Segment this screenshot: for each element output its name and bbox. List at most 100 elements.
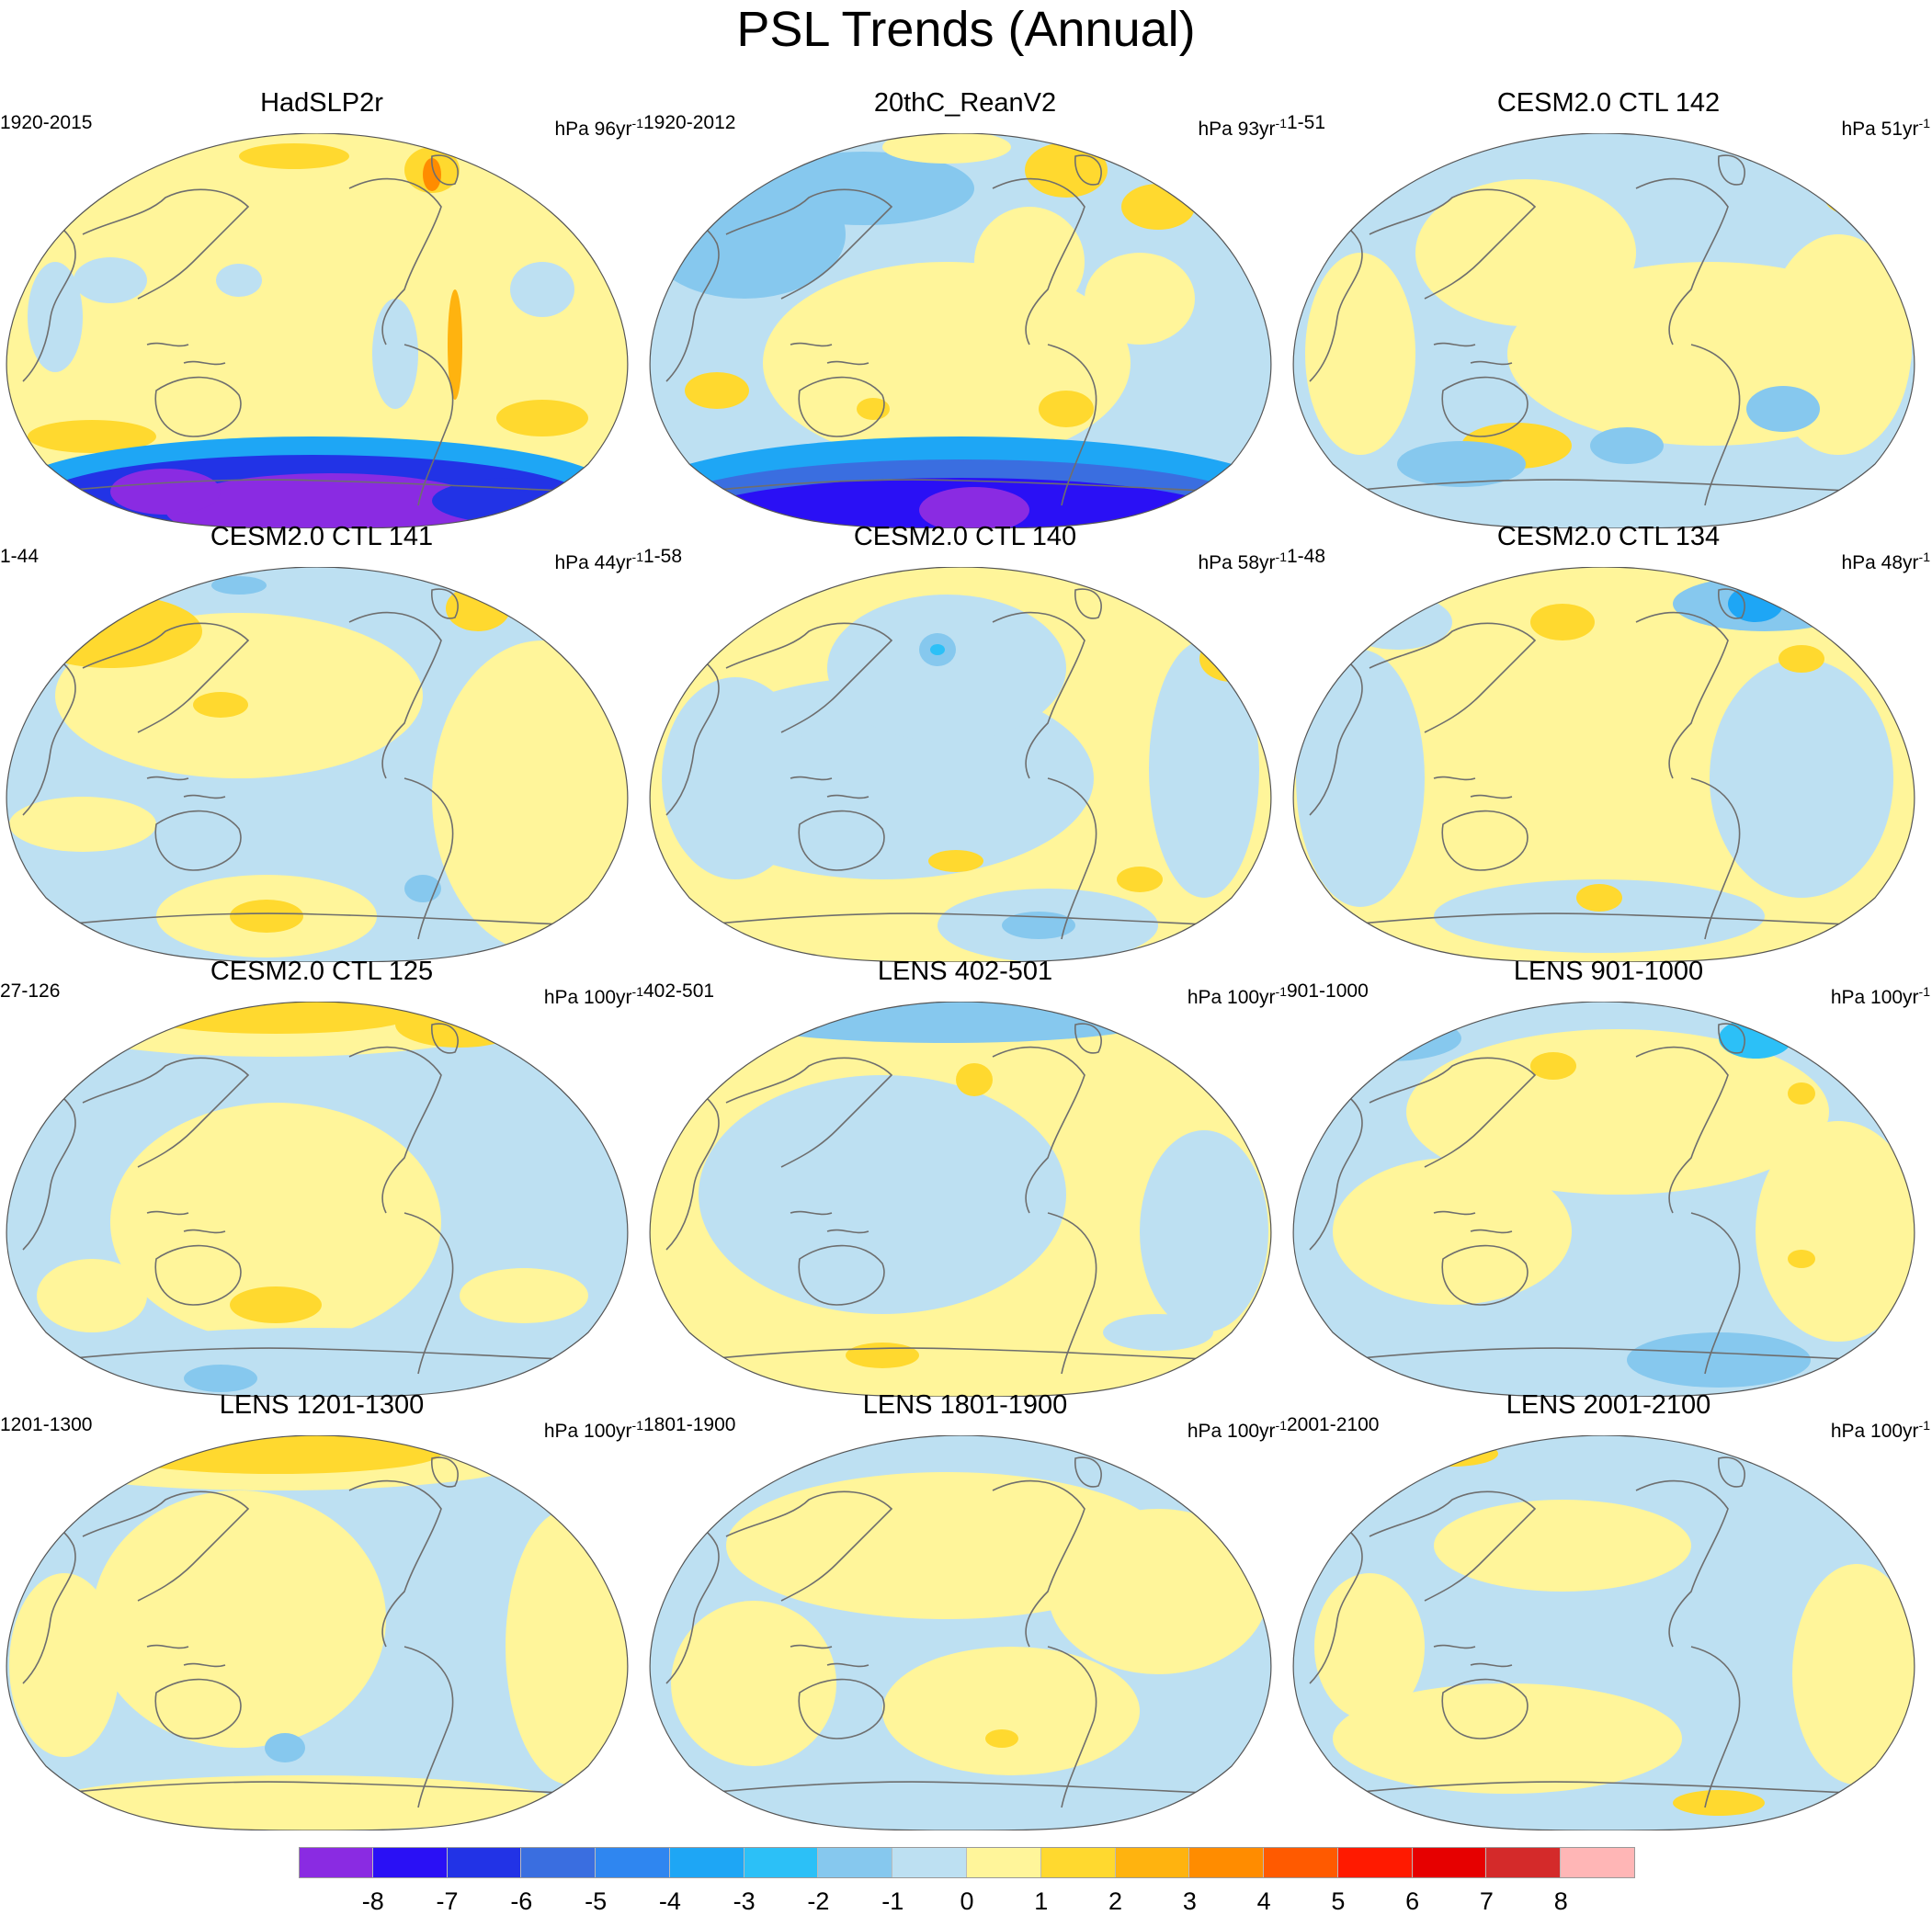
colorbar-swatch — [447, 1847, 522, 1878]
trend-field-region — [1296, 650, 1425, 907]
trend-field-region — [1673, 1790, 1765, 1816]
panel-units-text: hPa 100yr — [1187, 987, 1276, 1008]
trend-field-region — [9, 1573, 119, 1757]
coastline-path — [431, 1023, 459, 1054]
panel-units-text: hPa 100yr — [1830, 1421, 1919, 1442]
panel-title: LENS 2001-2100 — [1506, 1390, 1711, 1420]
panel-units: hPa 51yr-1 — [1841, 111, 1930, 142]
coastline-path — [348, 177, 442, 346]
trend-field-region — [37, 1259, 147, 1332]
panel-units-exponent: -1 — [1918, 116, 1930, 130]
coastline-path — [146, 1210, 226, 1234]
trend-field-region — [956, 1063, 993, 1096]
colorbar-swatch — [1412, 1847, 1487, 1878]
panel-units-exponent: -1 — [1275, 550, 1287, 564]
trend-field-region — [1792, 1564, 1915, 1785]
colorbar-tick-label: -8 — [361, 1887, 384, 1915]
coastline-path — [1047, 777, 1097, 940]
trend-field-region — [1415, 179, 1636, 326]
world-map — [1292, 567, 1915, 962]
panel-title: CESM2.0 CTL 140 — [853, 522, 1077, 551]
coastline-path — [1369, 622, 1537, 733]
coastline-path — [1369, 1490, 1537, 1602]
trend-field-region — [184, 1365, 257, 1392]
trend-field-region — [882, 133, 1011, 164]
coastline-path — [1074, 154, 1102, 186]
world-map — [649, 567, 1272, 962]
colorbar-swatch — [1040, 1847, 1116, 1878]
trend-field-region — [510, 262, 574, 317]
panel-units-text: hPa 100yr — [1830, 987, 1919, 1008]
panel-title: LENS 1201-1300 — [219, 1390, 425, 1420]
trend-field-region — [662, 677, 809, 879]
coastlines — [22, 1023, 580, 1375]
panel-title: CESM2.0 CTL 125 — [210, 957, 434, 986]
coastline-path — [431, 1456, 459, 1488]
panel-period: 27-126 — [0, 980, 61, 1002]
panel-units: hPa 58yr-1 — [1198, 545, 1287, 575]
world-map — [1292, 1002, 1915, 1397]
panel-units: hPa 100yr-1 — [1831, 980, 1930, 1010]
world-map — [1292, 1435, 1915, 1830]
colorbar-tick-label: -1 — [881, 1887, 904, 1915]
panel-units-text: hPa 100yr — [543, 1421, 632, 1442]
trend-field-region — [395, 1002, 524, 1048]
trend-field-region — [930, 644, 945, 655]
trend-field-region — [1140, 1130, 1268, 1332]
coastline-path — [82, 1490, 250, 1602]
panel-units: hPa 48yr-1 — [1841, 545, 1930, 575]
trend-field-region — [1397, 441, 1526, 487]
coastline-path — [992, 611, 1085, 779]
trend-field-region — [1103, 1314, 1213, 1351]
colorbar-swatch — [1337, 1847, 1413, 1878]
map-outline — [6, 567, 629, 962]
coastline-path — [54, 1781, 580, 1795]
trend-field-region — [101, 1328, 524, 1374]
panel-units-exponent: -1 — [1275, 1418, 1287, 1433]
coastline-path — [82, 188, 250, 300]
panel-units: hPa 100yr-1 — [1188, 1413, 1287, 1444]
coastlines — [665, 154, 1223, 506]
coastline-path — [54, 1347, 580, 1361]
trend-field-region — [671, 1601, 836, 1766]
coastline-path — [992, 1046, 1085, 1214]
coastline-path — [348, 1479, 442, 1648]
coastline-path — [1341, 1781, 1867, 1795]
panel-units: hPa 100yr-1 — [1831, 1413, 1930, 1444]
coastline-path — [82, 622, 250, 733]
coastlines — [665, 1456, 1223, 1808]
trend-field-region — [211, 576, 267, 595]
coastline-path — [698, 912, 1223, 926]
coastline-path — [1369, 1057, 1537, 1168]
coastline-path — [1341, 1347, 1867, 1361]
coastlines — [1309, 1456, 1867, 1808]
trend-field-region — [28, 262, 83, 372]
coastline-path — [698, 1781, 1223, 1795]
panel-period: 1201-1300 — [0, 1414, 93, 1435]
coastline-path — [1690, 777, 1741, 940]
trend-field-region — [1779, 645, 1824, 673]
trend-field-region — [1085, 253, 1195, 345]
coastline-path — [1074, 588, 1102, 619]
map-outline — [1292, 567, 1915, 962]
map-panel: CESM2.0 CTL 140 1-58 hPa 58yr-1 — [643, 521, 1287, 962]
map-outline — [649, 133, 1272, 528]
trend-field-region — [230, 900, 303, 933]
coastline-path — [1635, 1479, 1729, 1648]
coastline-path — [798, 810, 885, 871]
colorbar — [299, 1847, 1635, 1880]
map-outline — [1292, 133, 1915, 528]
map-panel: LENS 402-501 402-501 hPa 100yr-1 — [643, 956, 1287, 1397]
colorbar-tick-label: 8 — [1553, 1887, 1568, 1915]
figure-title: PSL Trends (Annual) — [736, 2, 1196, 57]
trend-field-region — [372, 299, 418, 409]
colorbar-tick-label: 1 — [1034, 1887, 1049, 1915]
trend-field-region — [1002, 1786, 1112, 1819]
trend-field-region — [1039, 391, 1094, 427]
coastline-path — [146, 1644, 226, 1668]
map-outline — [649, 1002, 1272, 1397]
world-map — [1292, 133, 1915, 528]
coastline-path — [1433, 1644, 1513, 1668]
map-panel: LENS 1201-1300 1201-1300 hPa 100yr-1 — [0, 1389, 643, 1830]
trend-field-region — [1314, 1015, 1461, 1061]
